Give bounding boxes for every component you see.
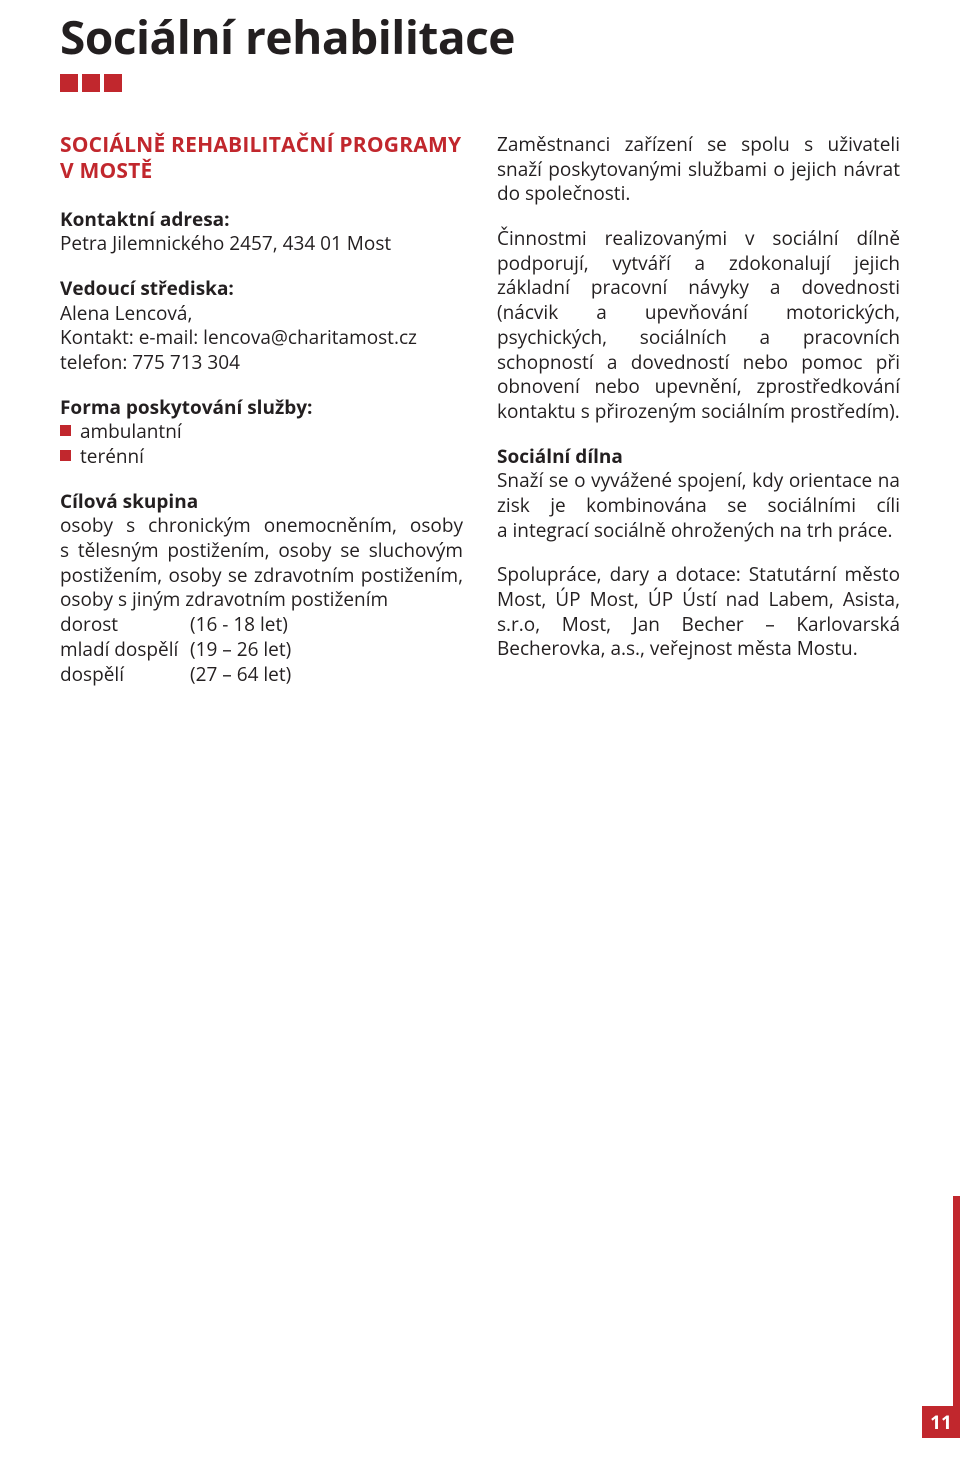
head-value: Alena Lencová, — [60, 301, 463, 326]
left-column: SOCIÁLNĚ REHABILITAČNÍ PROGRAMY V MOSTĚ … — [60, 132, 463, 706]
dilna-block: Sociální dílna Snaží se o vyvážené spoje… — [497, 444, 900, 543]
square-icon — [60, 74, 78, 92]
form-bullets: ambulantní terénní — [60, 419, 463, 468]
dilna-label: Sociální dílna — [497, 444, 900, 469]
age-key: dospělí — [60, 662, 190, 687]
table-row: dospělí (27 – 64 let) — [60, 662, 291, 687]
list-item: terénní — [60, 444, 463, 469]
paragraph: Zaměstnanci zařízení se spolu s uživatel… — [497, 132, 900, 206]
head-label: Vedoucí střediska: — [60, 276, 463, 301]
list-item: ambulantní — [60, 419, 463, 444]
table-row: mladí dospělí (19 – 26 let) — [60, 637, 291, 662]
page-title: Sociální rehabilitace — [60, 0, 900, 68]
paragraph: Činnostmi realizovanými v sociální dílně… — [497, 226, 900, 424]
title-accent-squares — [60, 74, 900, 92]
side-accent-bar — [953, 1196, 960, 1406]
age-value: (16 - 18 let) — [190, 612, 291, 637]
age-value: (27 – 64 let) — [190, 662, 291, 687]
contact-value: Kontakt: e-mail: lencova@charitamost.cz — [60, 325, 463, 350]
document-page: Sociální rehabilitace SOCIÁLNĚ REHABILIT… — [0, 0, 960, 1463]
address-value: Petra Jilemnického 2457, 434 01 Most — [60, 231, 463, 256]
target-label: Cílová skupina — [60, 489, 463, 514]
dilna-text: Snaží se o vyvážené spojení, kdy orienta… — [497, 467, 900, 542]
contact-address-block: Kontaktní adresa: Petra Jilemnického 245… — [60, 207, 463, 256]
square-icon — [104, 74, 122, 92]
page-number-badge: 11 — [922, 1406, 960, 1438]
target-group-block: Cílová skupina osoby s chronickým onemoc… — [60, 489, 463, 687]
right-column: Zaměstnanci zařízení se spolu s uživatel… — [497, 132, 900, 706]
section-subhead: SOCIÁLNĚ REHABILITAČNÍ PROGRAMY V MOSTĚ — [60, 132, 463, 185]
form-label: Forma poskytování služby: — [60, 395, 463, 420]
age-value: (19 – 26 let) — [190, 637, 291, 662]
cooperation-paragraph: Spolupráce, dary a dotace: Statutární mě… — [497, 562, 900, 661]
head-block: Vedoucí střediska: Alena Lencová, Kontak… — [60, 276, 463, 375]
table-row: dorost (16 - 18 let) — [60, 612, 291, 637]
two-column-layout: SOCIÁLNĚ REHABILITAČNÍ PROGRAMY V MOSTĚ … — [60, 132, 900, 706]
age-table: dorost (16 - 18 let) mladí dospělí (19 –… — [60, 612, 291, 686]
age-key: mladí dospělí — [60, 637, 190, 662]
phone-value: telefon: 775 713 304 — [60, 350, 463, 375]
age-key: dorost — [60, 612, 190, 637]
square-icon — [82, 74, 100, 92]
target-text: osoby s chronickým onemocněním, osoby s … — [60, 512, 463, 612]
address-label: Kontaktní adresa: — [60, 207, 463, 232]
